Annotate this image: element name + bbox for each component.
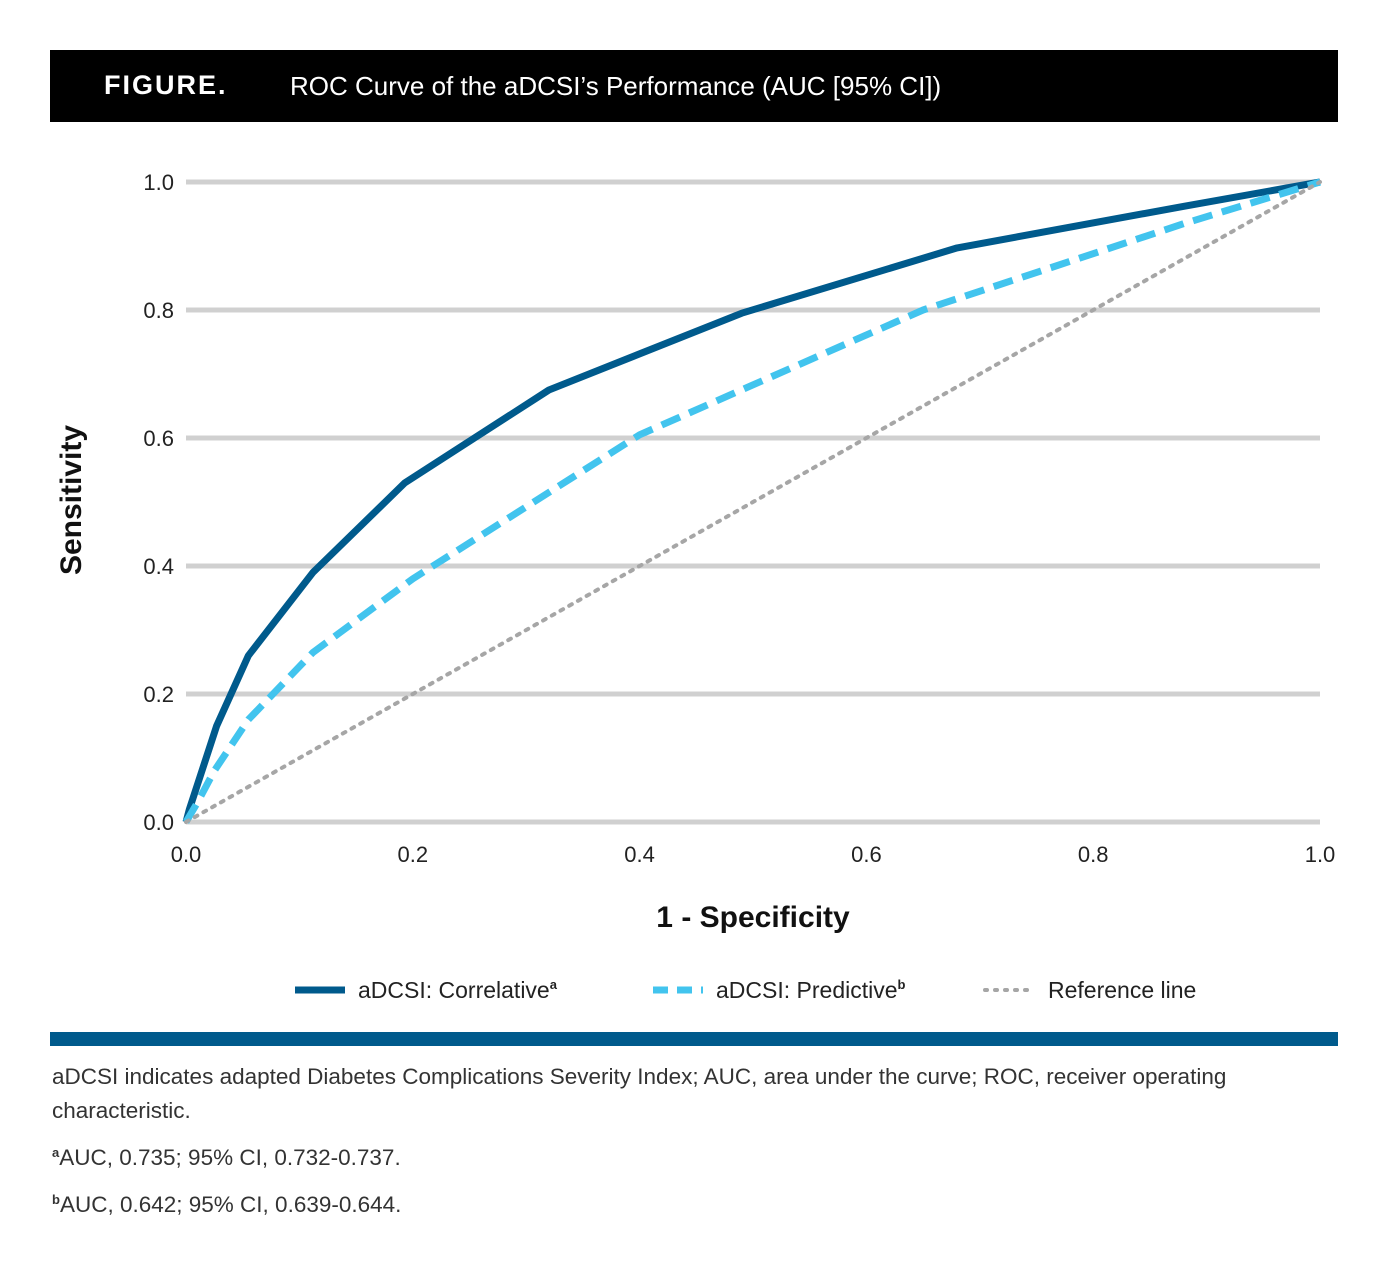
footnote-b-mark: b [52, 1192, 60, 1207]
legend-superscript: a [550, 977, 558, 992]
figure-title: ROC Curve of the aDCSI’s Performance (AU… [290, 71, 942, 101]
roc-chart: 0.0 0.2 0.4 0.6 0.8 1.0 0.0 0.2 0.4 0.6 0.8 1.0 1 - … [55, 170, 1336, 1003]
series-line-adcsi-predictive [182, 178, 1322, 824]
x-tick-label: 1.0 [1305, 842, 1336, 867]
legend-label-0: aDCSI: Correlativea [358, 977, 558, 1003]
footer-divider [50, 1032, 1338, 1046]
footnote-a-mark: a [52, 1145, 60, 1160]
x-tick-label: 0.4 [624, 842, 655, 867]
footnote-a: aAUC, 0.735; 95% CI, 0.732-0.737. [52, 1136, 1342, 1175]
y-tick-label: 0.2 [143, 682, 174, 707]
figure-notes: aDCSI indicates adapted Diabetes Complic… [52, 1060, 1342, 1222]
y-tick-label: 1.0 [143, 170, 174, 195]
abbreviations-note: aDCSI indicates adapted Diabetes Complic… [52, 1064, 1227, 1123]
figure-label: FIGURE. [104, 70, 228, 100]
footnote-b: bAUC, 0.642; 95% CI, 0.639-0.644. [52, 1183, 1342, 1222]
y-tick-label: 0.8 [143, 298, 174, 323]
x-tick-label: 0.2 [398, 842, 429, 867]
footnote-a-text: AUC, 0.735; 95% CI, 0.732-0.737. [59, 1145, 401, 1170]
x-tick-label: 0.0 [171, 842, 202, 867]
footnote-b-text: AUC, 0.642; 95% CI, 0.639-0.644. [59, 1192, 402, 1217]
y-tick-label: 0.0 [143, 810, 174, 835]
series-line-adcsi-correlative [182, 178, 1321, 823]
x-tick-label: 0.8 [1078, 842, 1109, 867]
x-axis-label: 1 - Specificity [656, 901, 850, 934]
legend-label-2: Reference line [1048, 977, 1196, 1003]
figure-header: FIGURE. ROC Curve of the aDCSI’s Perform… [50, 50, 1338, 122]
legend-label-1: aDCSI: Predictiveb [716, 977, 906, 1003]
y-tick-label: 0.4 [143, 554, 174, 579]
x-tick-label: 0.6 [851, 842, 882, 867]
y-axis-label: Sensitivity [55, 425, 88, 575]
series-line-reference-line [184, 180, 1322, 824]
legend-superscript: b [898, 977, 906, 992]
y-tick-label: 0.6 [143, 426, 174, 451]
